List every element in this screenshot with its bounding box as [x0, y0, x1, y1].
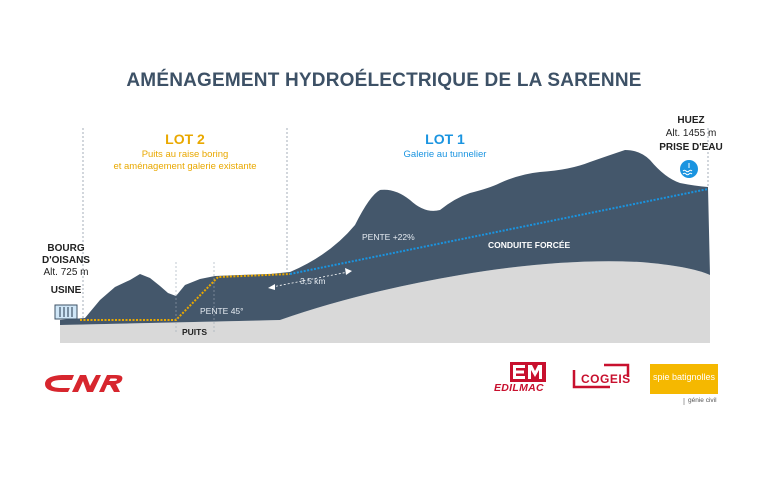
lot2-desc-line1: Puits au raise boring	[141, 149, 229, 160]
left-site-altitude: Alt. 725 m	[43, 267, 89, 278]
arrow-head-right	[345, 268, 352, 275]
right-site-name: HUEZ	[677, 115, 705, 126]
left-site-facility: USINE	[50, 285, 82, 296]
mountain-profile	[60, 150, 710, 325]
left-site-name-line2: D'OISANS	[42, 255, 90, 266]
spie-batignolles-logo	[650, 364, 718, 394]
shaft-label: PUITS	[182, 327, 208, 337]
slope-shaft-label: PENTE 45°	[200, 306, 244, 316]
ground-layer	[60, 261, 710, 343]
distance-arrow	[271, 271, 349, 288]
spie-subtitle: génie civil	[688, 397, 717, 404]
cnr-logo	[45, 375, 123, 392]
right-site-altitude: Alt. 1455 m	[665, 128, 717, 139]
cogeis-logo-mark	[572, 363, 630, 389]
powerhouse-icon	[54, 304, 78, 320]
lot2-gallery-path	[80, 273, 291, 321]
lot2-desc-line2: et aménagement galerie existante	[113, 161, 257, 172]
distance-label: 3,5 km	[300, 276, 326, 286]
arrow-head-left	[268, 284, 275, 290]
page-title: AMÉNAGEMENT HYDROÉLECTRIQUE DE LA SARENN…	[126, 70, 642, 91]
lot1-tunnel-path	[289, 188, 709, 275]
edilmac-wordmark: EDILMAC	[494, 382, 544, 394]
left-site-name-line1: BOURG	[47, 243, 85, 254]
lot1-desc: Galerie au tunnelier	[403, 149, 487, 160]
slope-gallery-label: PENTE +22%	[362, 232, 415, 242]
lot2-label: LOT 2	[165, 131, 205, 147]
edilmac-logo	[510, 362, 546, 382]
right-site-facility: PRISE D'EAU	[659, 142, 723, 153]
penstock-label: CONDUITE FORCÉE	[488, 240, 571, 250]
cogeis-wordmark: COGEIS	[581, 372, 631, 386]
spie-wordmark: spie batignolles	[652, 372, 716, 382]
lot1-label: LOT 1	[425, 131, 465, 147]
water-intake-icon	[680, 160, 698, 178]
